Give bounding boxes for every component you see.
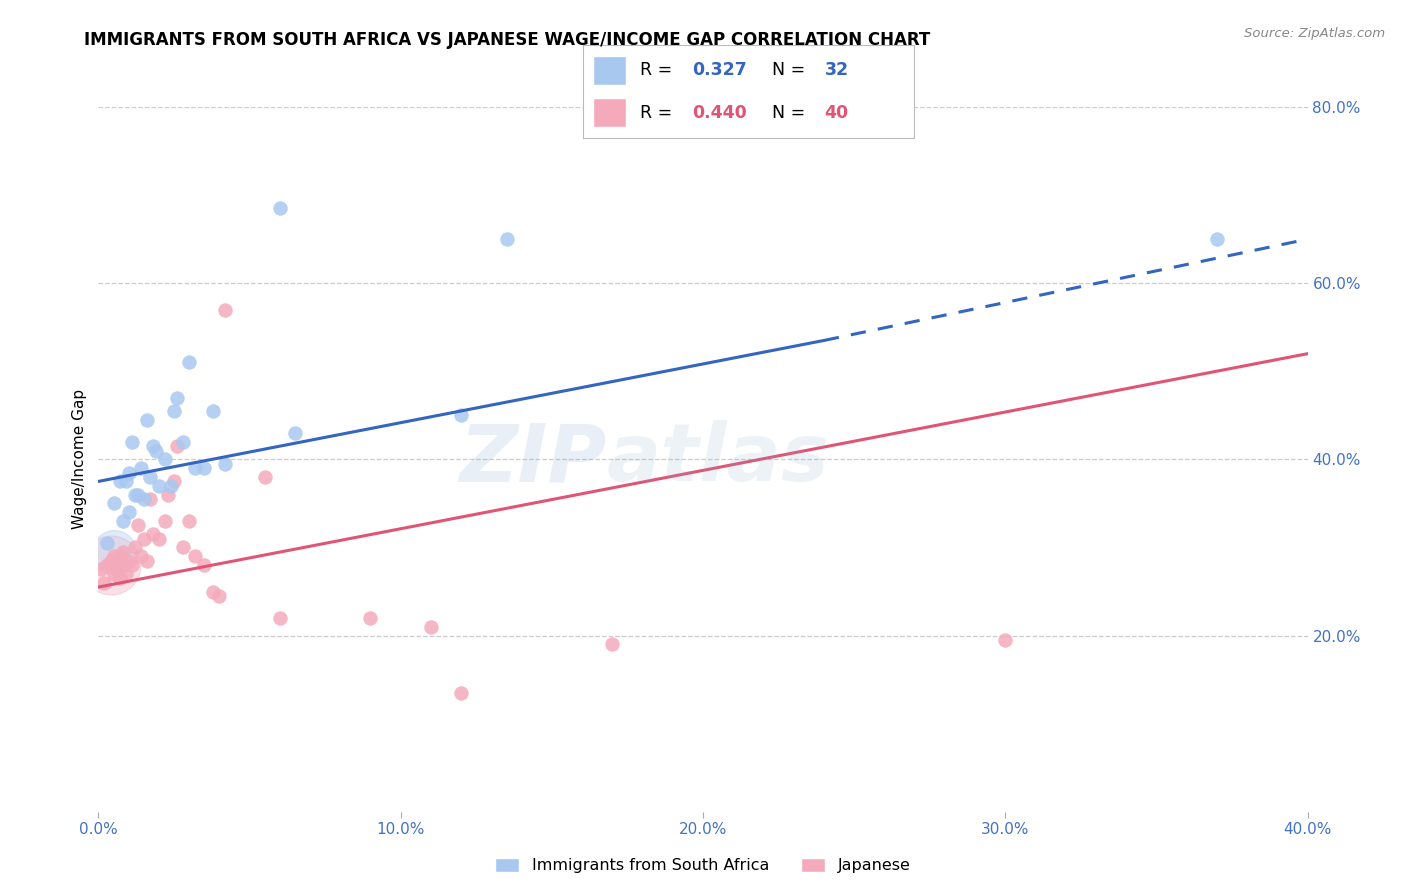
Point bbox=[100, 554, 122, 568]
Point bbox=[127, 518, 149, 533]
Point bbox=[160, 479, 183, 493]
Point bbox=[172, 541, 194, 555]
Text: IMMIGRANTS FROM SOUTH AFRICA VS JAPANESE WAGE/INCOME GAP CORRELATION CHART: IMMIGRANTS FROM SOUTH AFRICA VS JAPANESE… bbox=[84, 31, 931, 49]
Point bbox=[118, 505, 141, 519]
Point bbox=[135, 554, 157, 568]
Point bbox=[111, 558, 134, 573]
Point bbox=[148, 532, 170, 546]
Point bbox=[148, 479, 170, 493]
Point bbox=[108, 475, 131, 489]
Point bbox=[96, 558, 118, 573]
Point bbox=[1206, 232, 1229, 246]
Point bbox=[124, 487, 146, 501]
FancyBboxPatch shape bbox=[593, 98, 627, 127]
Legend: Immigrants from South Africa, Japanese: Immigrants from South Africa, Japanese bbox=[489, 851, 917, 880]
Point bbox=[139, 491, 162, 506]
Point bbox=[132, 491, 155, 506]
Text: 40: 40 bbox=[825, 103, 849, 121]
Point bbox=[114, 566, 136, 581]
Text: R =: R = bbox=[640, 62, 672, 79]
Point bbox=[108, 571, 131, 585]
Point bbox=[495, 232, 517, 246]
Point bbox=[420, 620, 443, 634]
Point bbox=[129, 461, 152, 475]
Point bbox=[105, 562, 128, 576]
Point bbox=[114, 475, 136, 489]
Point bbox=[90, 562, 112, 576]
Point bbox=[153, 514, 176, 528]
Point bbox=[163, 404, 186, 418]
Point bbox=[103, 545, 125, 559]
Text: N =: N = bbox=[772, 62, 806, 79]
Point bbox=[184, 549, 207, 564]
Point bbox=[132, 532, 155, 546]
Point bbox=[103, 566, 125, 581]
Point bbox=[360, 611, 382, 625]
Point bbox=[253, 470, 276, 484]
Point bbox=[111, 545, 134, 559]
Y-axis label: Wage/Income Gap: Wage/Income Gap bbox=[72, 389, 87, 530]
Point bbox=[142, 527, 165, 541]
Text: 0.440: 0.440 bbox=[693, 103, 747, 121]
Text: ZIP: ZIP bbox=[458, 420, 606, 499]
Text: 32: 32 bbox=[825, 62, 849, 79]
Point bbox=[450, 686, 472, 700]
Point bbox=[127, 487, 149, 501]
Point bbox=[179, 514, 201, 528]
Point bbox=[208, 589, 231, 603]
Point bbox=[284, 425, 307, 440]
Point bbox=[153, 452, 176, 467]
Text: Source: ZipAtlas.com: Source: ZipAtlas.com bbox=[1244, 27, 1385, 40]
Point bbox=[142, 439, 165, 453]
Point bbox=[450, 409, 472, 423]
Point bbox=[602, 637, 624, 651]
Point bbox=[93, 575, 115, 590]
Point bbox=[994, 632, 1017, 647]
Point bbox=[166, 439, 188, 453]
Point bbox=[108, 549, 131, 564]
Point bbox=[96, 536, 118, 550]
Point bbox=[172, 434, 194, 449]
Point bbox=[269, 202, 291, 216]
Point bbox=[179, 355, 201, 369]
Point bbox=[124, 541, 146, 555]
Point bbox=[193, 461, 215, 475]
Point bbox=[118, 466, 141, 480]
Point bbox=[139, 470, 162, 484]
Point bbox=[145, 443, 167, 458]
Point bbox=[121, 434, 143, 449]
Text: N =: N = bbox=[772, 103, 806, 121]
Point bbox=[100, 558, 122, 573]
Point bbox=[202, 404, 225, 418]
FancyBboxPatch shape bbox=[593, 56, 627, 85]
Point bbox=[202, 584, 225, 599]
Point bbox=[163, 475, 186, 489]
Point bbox=[193, 558, 215, 573]
Point bbox=[103, 496, 125, 510]
Point bbox=[214, 302, 236, 317]
Text: atlas: atlas bbox=[606, 420, 830, 499]
Point bbox=[135, 413, 157, 427]
Point bbox=[184, 461, 207, 475]
Point bbox=[129, 549, 152, 564]
Text: 0.327: 0.327 bbox=[693, 62, 747, 79]
Point bbox=[111, 514, 134, 528]
Point bbox=[214, 457, 236, 471]
Point bbox=[156, 487, 179, 501]
Point bbox=[118, 554, 141, 568]
Point bbox=[269, 611, 291, 625]
Point bbox=[121, 558, 143, 573]
Point bbox=[166, 391, 188, 405]
Text: R =: R = bbox=[640, 103, 672, 121]
Point bbox=[103, 549, 125, 564]
